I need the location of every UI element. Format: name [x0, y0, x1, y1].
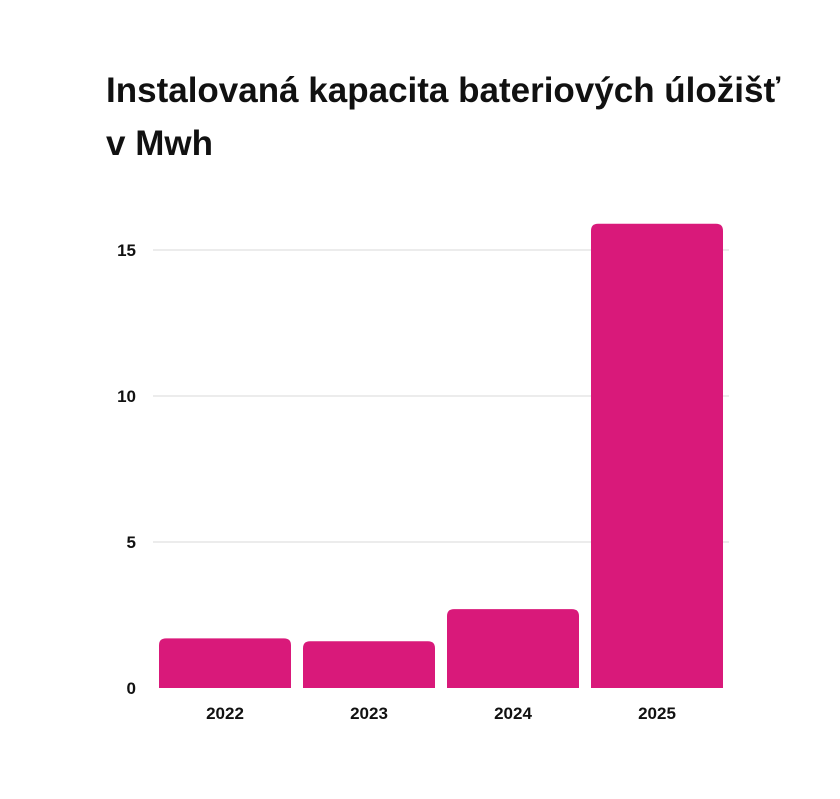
bar-2025: [591, 223, 723, 688]
y-tick-label: 10: [117, 387, 136, 406]
bars: [159, 223, 723, 688]
bar-2023: [303, 641, 435, 688]
y-tick-label: 5: [127, 533, 136, 552]
x-tick-label: 2024: [494, 704, 532, 723]
x-tick-label: 2025: [638, 704, 676, 723]
x-axis: 2022 2023 2024 2025: [206, 704, 676, 723]
bar-2022: [159, 638, 291, 688]
x-tick-label: 2023: [350, 704, 388, 723]
y-tick-label: 15: [117, 241, 136, 260]
y-axis: 0 5 10 15: [117, 241, 136, 698]
x-tick-label: 2022: [206, 704, 244, 723]
bar-2024: [447, 609, 579, 688]
y-tick-label: 0: [127, 679, 136, 698]
chart-title: Instalovaná kapacita bateriových úložišť…: [106, 71, 781, 163]
